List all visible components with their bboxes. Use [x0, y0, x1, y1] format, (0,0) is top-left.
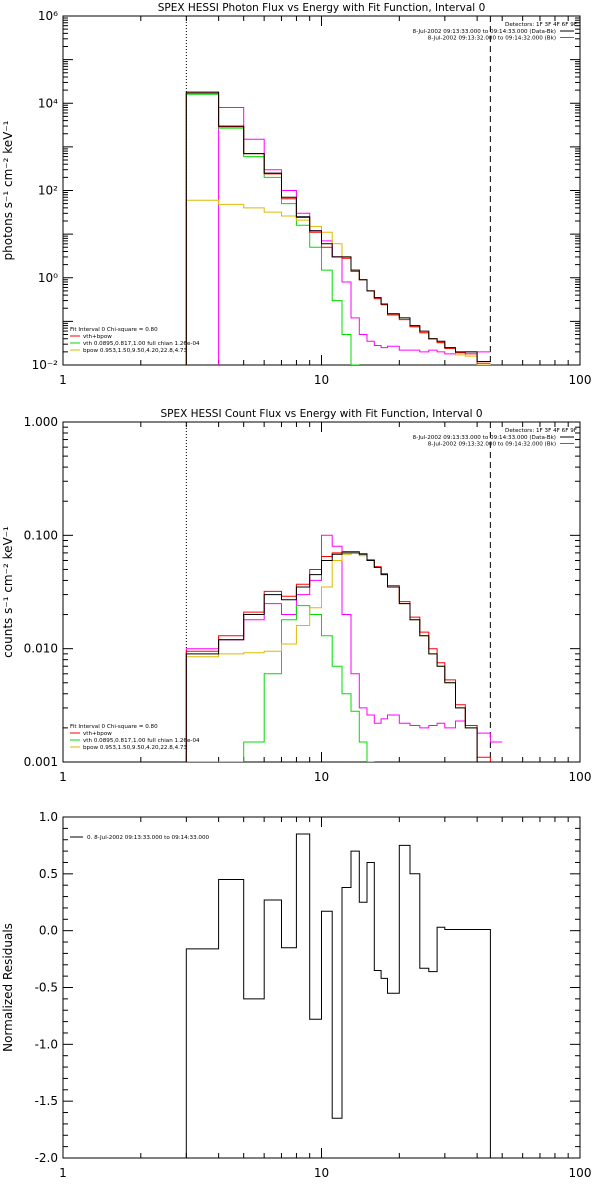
y-axis-label: photons s⁻¹ cm⁻² keV⁻¹ [1, 120, 15, 260]
x-tick-label: 100 [569, 1166, 592, 1180]
y-tick-label: 0.0 [39, 924, 58, 938]
legend-entry-label: 8-Jul-2002 09:13:32.000 to 09:14:32.000 … [428, 36, 556, 42]
y-tick-label: -1.0 [35, 1037, 58, 1051]
x-tick-label: 1 [59, 1166, 67, 1180]
chart-title: SPEX HESSI Count Flux vs Energy with Fit… [160, 408, 482, 420]
chart-panel-3: 1 10 100 1.0 0.5 0.0 -0.5 -1.0 -1.5 -2.0 Normalize… [1, 810, 591, 1180]
y-tick-label: 10⁶ [38, 9, 58, 23]
series-background-line [218, 107, 491, 365]
legend-entry-label: bpow 0.953,1.50,9.50,4.20,22.8,4.73 [83, 745, 187, 751]
legend-entry-label: 0. 8-Jul-2002 09:13:33.000 to 09:14:33.0… [87, 835, 210, 841]
fit-interval-label: Fit Interval 0 Chi-square = 0.80 [70, 724, 158, 730]
x-tick-label: 10 [314, 770, 329, 784]
x-tick-label: 1 [59, 770, 67, 784]
y-tick-label: 10² [38, 184, 58, 198]
x-tick-label: 10 [314, 373, 329, 387]
legend-entry-label: vth 0.0895,0.817,1.00 full chian 1.26e-0… [83, 341, 200, 347]
y-tick-label: 1.0 [39, 810, 58, 824]
series-total-line [185, 833, 491, 1158]
x-tick-label: 100 [569, 770, 592, 784]
y-tick-label: 0.010 [24, 642, 58, 656]
y-tick-label: -2.0 [35, 1151, 58, 1165]
x-tick-label: 10 [314, 1166, 329, 1180]
legend-entry-label: vth+bpow [83, 731, 112, 737]
legend-entry-label: 8-Jul-2002 09:13:33.000 to 09:14:33.000 … [413, 29, 556, 35]
y-tick-label: 0.001 [24, 755, 58, 769]
y-tick-label: -0.5 [35, 981, 58, 995]
series-thermal-line [185, 93, 360, 365]
legend-entry-label: bpow 0.953,1.50,9.50,4.20,22.8,4.73 [83, 348, 187, 354]
legend-entry-label: vth 0.0895,0.817,1.00 full chian 1.26e-0… [83, 738, 200, 744]
y-tick-label: -1.5 [35, 1094, 58, 1108]
x-tick-label: 100 [569, 373, 592, 387]
y-tick-label: 0.100 [24, 528, 58, 542]
y-tick-label: 1.000 [24, 415, 58, 429]
legend-entry-label: vth+bpow [83, 334, 112, 340]
chart-panel-1: SPEX HESSI Photon Flux vs Energy with Fi… [1, 2, 591, 387]
x-tick-label: 1 [59, 373, 67, 387]
series-total-line [185, 552, 503, 762]
legend-entry-label: 8-Jul-2002 09:13:33.000 to 09:14:33.000 … [413, 435, 556, 441]
detectors-label: Detectors: 1F 3F 4F 6F 9F [505, 428, 577, 434]
chart-title: SPEX HESSI Photon Flux vs Energy with Fi… [158, 2, 486, 14]
y-tick-label: 10⁰ [38, 271, 58, 285]
fit-interval-label: Fit Interval 0 Chi-square = 0.80 [70, 327, 158, 333]
series-thermal-line [186, 605, 375, 762]
chart-panel-2: SPEX HESSI Count Flux vs Energy with Fit… [1, 408, 591, 784]
series-total-line [185, 91, 491, 365]
y-axis-label: counts s⁻¹ cm⁻² keV⁻¹ [1, 526, 15, 658]
y-tick-label: 10⁻² [32, 358, 59, 372]
y-axis-label: Normalized Residuals [1, 923, 15, 1052]
y-tick-label: 10⁴ [38, 96, 58, 110]
legend-entry-label: 8-Jul-2002 09:13:32.000 to 09:14:32.000 … [428, 442, 556, 448]
y-tick-label: 0.5 [39, 867, 58, 881]
detectors-label: Detectors: 1F 3F 4F 6F 9F [505, 22, 577, 28]
